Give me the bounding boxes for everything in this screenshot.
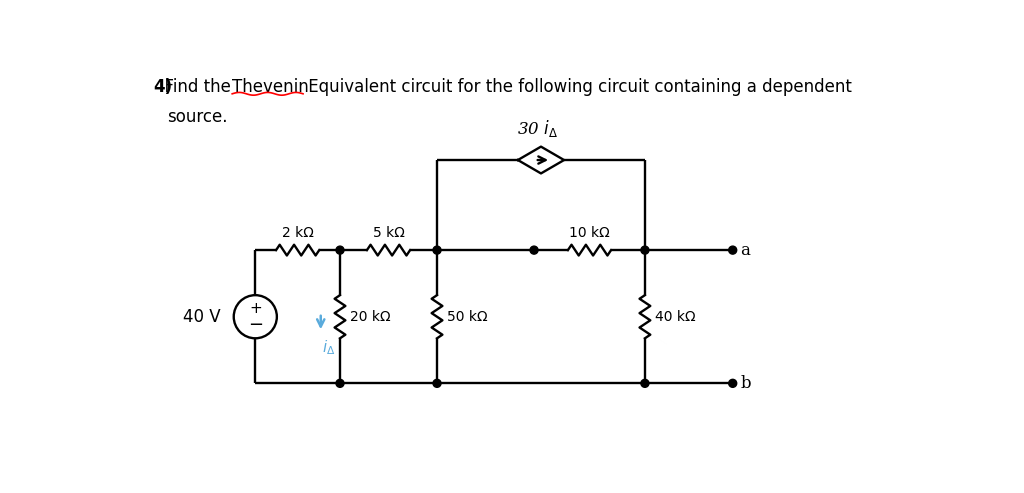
Text: +: + [249,301,262,316]
Circle shape [336,379,344,387]
Text: −: − [248,316,263,334]
Text: 20 kΩ: 20 kΩ [350,310,390,324]
Text: a: a [740,242,751,259]
Text: Equivalent circuit for the following circuit containing a dependent: Equivalent circuit for the following cir… [303,78,852,97]
Text: 50 kΩ: 50 kΩ [447,310,487,324]
Text: 10 kΩ: 10 kΩ [569,226,610,240]
Text: 40 kΩ: 40 kΩ [655,310,695,324]
Circle shape [433,246,441,254]
Text: 4): 4) [154,78,173,97]
Circle shape [433,379,441,387]
Text: 40 V: 40 V [183,308,220,326]
Circle shape [641,246,649,254]
Text: b: b [740,375,751,392]
Circle shape [336,246,344,254]
Text: 5 kΩ: 5 kΩ [373,226,404,240]
Text: source.: source. [168,107,228,126]
Circle shape [729,379,736,387]
Text: 30 $i_\Delta$: 30 $i_\Delta$ [517,118,558,139]
Text: Find the: Find the [154,78,236,97]
Text: 2 kΩ: 2 kΩ [282,226,313,240]
Circle shape [530,246,538,254]
Circle shape [641,379,649,387]
Text: Thevenin: Thevenin [232,78,309,97]
Circle shape [729,246,736,254]
Text: $i_\Delta$: $i_\Delta$ [323,338,336,357]
